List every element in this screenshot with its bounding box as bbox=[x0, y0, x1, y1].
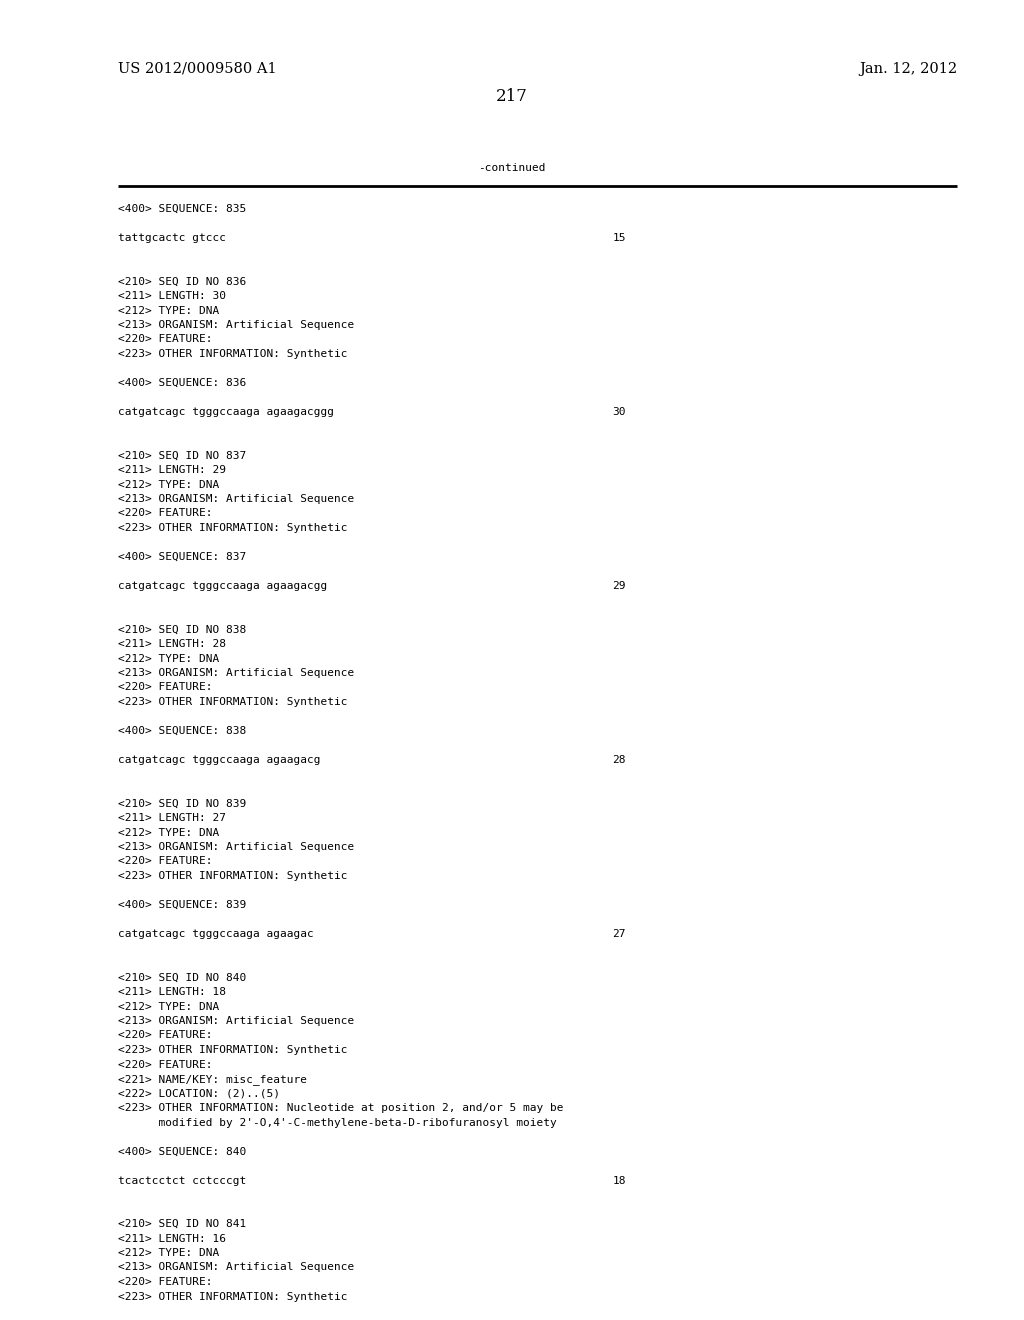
Text: <221> NAME/KEY: misc_feature: <221> NAME/KEY: misc_feature bbox=[118, 1074, 307, 1085]
Text: modified by 2'-O,4'-C-methylene-beta-D-ribofuranosyl moiety: modified by 2'-O,4'-C-methylene-beta-D-r… bbox=[118, 1118, 556, 1127]
Text: 15: 15 bbox=[612, 234, 626, 243]
Text: catgatcagc tgggccaaga agaagacgg: catgatcagc tgggccaaga agaagacgg bbox=[118, 581, 327, 591]
Text: 29: 29 bbox=[612, 581, 626, 591]
Text: <213> ORGANISM: Artificial Sequence: <213> ORGANISM: Artificial Sequence bbox=[118, 668, 354, 678]
Text: Jan. 12, 2012: Jan. 12, 2012 bbox=[859, 62, 957, 77]
Text: <222> LOCATION: (2)..(5): <222> LOCATION: (2)..(5) bbox=[118, 1089, 280, 1098]
Text: <212> TYPE: DNA: <212> TYPE: DNA bbox=[118, 828, 219, 837]
Text: catgatcagc tgggccaaga agaagacggg: catgatcagc tgggccaaga agaagacggg bbox=[118, 407, 334, 417]
Text: <213> ORGANISM: Artificial Sequence: <213> ORGANISM: Artificial Sequence bbox=[118, 494, 354, 504]
Text: <211> LENGTH: 16: <211> LENGTH: 16 bbox=[118, 1233, 225, 1243]
Text: catgatcagc tgggccaaga agaagacg: catgatcagc tgggccaaga agaagacg bbox=[118, 755, 321, 766]
Text: <220> FEATURE:: <220> FEATURE: bbox=[118, 508, 212, 519]
Text: <400> SEQUENCE: 837: <400> SEQUENCE: 837 bbox=[118, 552, 246, 562]
Text: <211> LENGTH: 30: <211> LENGTH: 30 bbox=[118, 290, 225, 301]
Text: tattgcactc gtccc: tattgcactc gtccc bbox=[118, 234, 225, 243]
Text: <400> SEQUENCE: 835: <400> SEQUENCE: 835 bbox=[118, 205, 246, 214]
Text: <220> FEATURE:: <220> FEATURE: bbox=[118, 1031, 212, 1040]
Text: <220> FEATURE:: <220> FEATURE: bbox=[118, 1060, 212, 1069]
Text: <212> TYPE: DNA: <212> TYPE: DNA bbox=[118, 1002, 219, 1011]
Text: <212> TYPE: DNA: <212> TYPE: DNA bbox=[118, 479, 219, 490]
Text: <400> SEQUENCE: 839: <400> SEQUENCE: 839 bbox=[118, 900, 246, 909]
Text: <211> LENGTH: 18: <211> LENGTH: 18 bbox=[118, 987, 225, 997]
Text: <223> OTHER INFORMATION: Synthetic: <223> OTHER INFORMATION: Synthetic bbox=[118, 348, 347, 359]
Text: <213> ORGANISM: Artificial Sequence: <213> ORGANISM: Artificial Sequence bbox=[118, 319, 354, 330]
Text: <213> ORGANISM: Artificial Sequence: <213> ORGANISM: Artificial Sequence bbox=[118, 842, 354, 851]
Text: <400> SEQUENCE: 836: <400> SEQUENCE: 836 bbox=[118, 378, 246, 388]
Text: <210> SEQ ID NO 837: <210> SEQ ID NO 837 bbox=[118, 450, 246, 461]
Text: <212> TYPE: DNA: <212> TYPE: DNA bbox=[118, 653, 219, 664]
Text: <213> ORGANISM: Artificial Sequence: <213> ORGANISM: Artificial Sequence bbox=[118, 1016, 354, 1026]
Text: tcactcctct cctcccgt: tcactcctct cctcccgt bbox=[118, 1176, 246, 1185]
Text: <220> FEATURE:: <220> FEATURE: bbox=[118, 857, 212, 866]
Text: <210> SEQ ID NO 836: <210> SEQ ID NO 836 bbox=[118, 276, 246, 286]
Text: <212> TYPE: DNA: <212> TYPE: DNA bbox=[118, 305, 219, 315]
Text: <400> SEQUENCE: 840: <400> SEQUENCE: 840 bbox=[118, 1147, 246, 1156]
Text: <220> FEATURE:: <220> FEATURE: bbox=[118, 682, 212, 693]
Text: <210> SEQ ID NO 841: <210> SEQ ID NO 841 bbox=[118, 1218, 246, 1229]
Text: 28: 28 bbox=[612, 755, 626, 766]
Text: <223> OTHER INFORMATION: Synthetic: <223> OTHER INFORMATION: Synthetic bbox=[118, 1045, 347, 1055]
Text: <223> OTHER INFORMATION: Synthetic: <223> OTHER INFORMATION: Synthetic bbox=[118, 697, 347, 708]
Text: catgatcagc tgggccaaga agaagac: catgatcagc tgggccaaga agaagac bbox=[118, 929, 313, 939]
Text: <223> OTHER INFORMATION: Synthetic: <223> OTHER INFORMATION: Synthetic bbox=[118, 1291, 347, 1302]
Text: -continued: -continued bbox=[478, 162, 546, 173]
Text: 217: 217 bbox=[496, 88, 528, 106]
Text: 18: 18 bbox=[612, 1176, 626, 1185]
Text: <210> SEQ ID NO 839: <210> SEQ ID NO 839 bbox=[118, 799, 246, 808]
Text: <220> FEATURE:: <220> FEATURE: bbox=[118, 334, 212, 345]
Text: <400> SEQUENCE: 838: <400> SEQUENCE: 838 bbox=[118, 726, 246, 737]
Text: <211> LENGTH: 27: <211> LENGTH: 27 bbox=[118, 813, 225, 822]
Text: <211> LENGTH: 28: <211> LENGTH: 28 bbox=[118, 639, 225, 649]
Text: 27: 27 bbox=[612, 929, 626, 939]
Text: <220> FEATURE:: <220> FEATURE: bbox=[118, 1276, 212, 1287]
Text: <211> LENGTH: 29: <211> LENGTH: 29 bbox=[118, 465, 225, 475]
Text: <210> SEQ ID NO 838: <210> SEQ ID NO 838 bbox=[118, 624, 246, 635]
Text: <223> OTHER INFORMATION: Synthetic: <223> OTHER INFORMATION: Synthetic bbox=[118, 871, 347, 880]
Text: <212> TYPE: DNA: <212> TYPE: DNA bbox=[118, 1247, 219, 1258]
Text: <213> ORGANISM: Artificial Sequence: <213> ORGANISM: Artificial Sequence bbox=[118, 1262, 354, 1272]
Text: 30: 30 bbox=[612, 407, 626, 417]
Text: <223> OTHER INFORMATION: Nucleotide at position 2, and/or 5 may be: <223> OTHER INFORMATION: Nucleotide at p… bbox=[118, 1104, 563, 1113]
Text: <223> OTHER INFORMATION: Synthetic: <223> OTHER INFORMATION: Synthetic bbox=[118, 523, 347, 533]
Text: US 2012/0009580 A1: US 2012/0009580 A1 bbox=[118, 62, 276, 77]
Text: <210> SEQ ID NO 840: <210> SEQ ID NO 840 bbox=[118, 973, 246, 982]
